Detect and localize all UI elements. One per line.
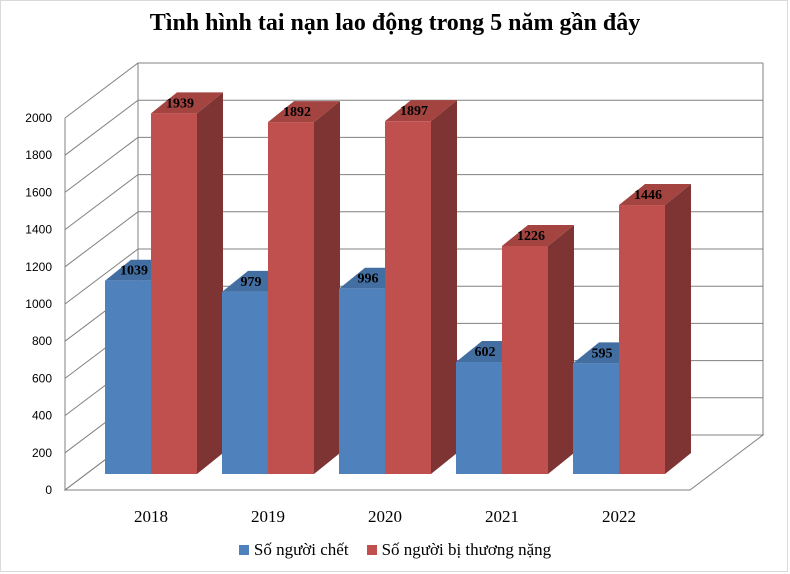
- bar-front: [339, 288, 385, 474]
- bar-side: [548, 224, 574, 474]
- x-category-2020: 2020: [368, 507, 402, 526]
- y-tick-label-600: 600: [32, 371, 52, 385]
- x-category-2019: 2019: [251, 507, 285, 526]
- data-labels: 1039 1939 979 1892 996 1897 602 1226 595 1446: [120, 96, 662, 361]
- data-label-2018-injuries: 1939: [166, 96, 194, 111]
- bar-top: [151, 92, 223, 114]
- bar-front: [573, 363, 619, 474]
- data-label-2022-deaths: 595: [592, 346, 613, 361]
- y-tick-label-1800: 1800: [25, 148, 52, 162]
- y-axis-ticks: 0 200 400 600 800 1000 1200 1400 1600 1800 2000: [25, 111, 52, 497]
- bar-side: [431, 100, 457, 475]
- gridline-2000: [64, 62, 763, 119]
- chart-title: Tình hình tai nạn lao động trong 5 năm g…: [149, 10, 641, 36]
- bar-side: [314, 101, 340, 474]
- y-tick-label-1600: 1600: [25, 185, 52, 199]
- bar-top: [619, 184, 691, 206]
- data-label-2020-injuries: 1897: [400, 104, 428, 119]
- bar-2022-injuries: [619, 184, 691, 474]
- legend-item-deaths: Số người chết: [238, 540, 349, 560]
- data-label-2022-injuries: 1446: [634, 188, 662, 203]
- bar-2021-injuries: [502, 224, 574, 474]
- legend-swatch: [366, 545, 377, 555]
- y-tick-label-800: 800: [32, 334, 52, 348]
- gridline-1600: [64, 136, 763, 193]
- legend-label: Số người chết: [253, 540, 349, 559]
- x-category-2018: 2018: [134, 507, 168, 526]
- bar-side: [665, 184, 691, 474]
- y-tick-label-2000: 2000: [25, 111, 52, 125]
- bar-front: [268, 122, 314, 474]
- bar-front: [151, 113, 197, 474]
- y-tick-label-1200: 1200: [25, 260, 52, 274]
- y-tick-label-1400: 1400: [25, 223, 52, 237]
- bars: [105, 92, 691, 475]
- legend-item-injuries: Số người bị thương nặng: [366, 540, 552, 560]
- y-tick-label-1000: 1000: [25, 297, 52, 311]
- data-label-2018-deaths: 1039: [120, 264, 148, 279]
- bar-front: [502, 245, 548, 474]
- x-axis-categories: 2018 2019 2020 2021 2022: [134, 507, 636, 526]
- bar-front: [222, 291, 268, 474]
- bar-2020-injuries: [385, 100, 457, 475]
- bar-top: [268, 101, 340, 123]
- legend: Số người chết Số người bị thương nặng: [0, 540, 790, 560]
- bar-top: [502, 224, 574, 246]
- y-tick-label-200: 200: [32, 446, 52, 460]
- x-category-2022: 2022: [602, 507, 636, 526]
- legend-swatch: [238, 545, 249, 555]
- bar-front: [385, 121, 431, 475]
- data-label-2021-injuries: 1226: [517, 229, 545, 244]
- legend-label: Số người bị thương nặng: [381, 540, 552, 559]
- data-label-2019-deaths: 979: [241, 275, 262, 290]
- y-tick-label-0: 0: [45, 483, 52, 497]
- bar-front: [105, 280, 151, 474]
- gridline-1400: [64, 174, 763, 230]
- bar-top: [385, 100, 457, 122]
- data-label-2020-deaths: 996: [358, 272, 379, 287]
- gridline-1200: [64, 211, 763, 268]
- bar-side: [197, 92, 223, 474]
- gridline-1800: [64, 99, 763, 156]
- bar-2018-injuries: [151, 92, 223, 474]
- y-tick-label-400: 400: [32, 409, 52, 423]
- x-category-2021: 2021: [485, 507, 519, 526]
- data-label-2021-deaths: 602: [475, 345, 496, 360]
- data-label-2019-injuries: 1892: [283, 105, 311, 120]
- bar-2019-injuries: [268, 101, 340, 474]
- bar-front: [619, 205, 665, 474]
- bar-front: [456, 362, 502, 474]
